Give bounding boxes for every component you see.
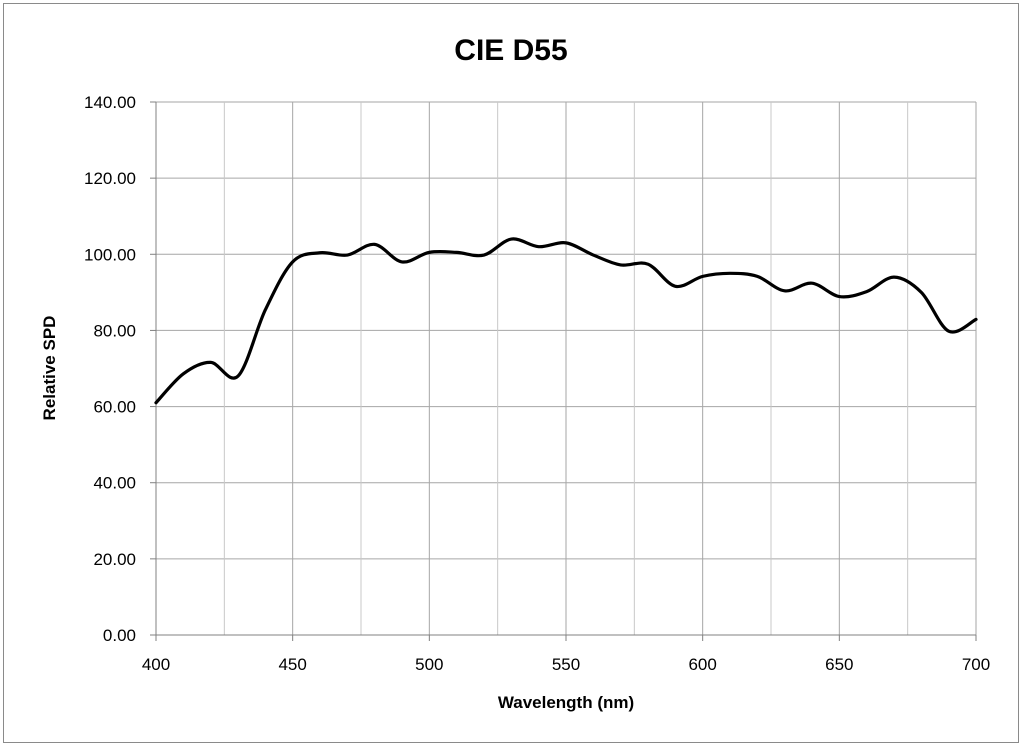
x-tick-label: 700: [962, 655, 990, 674]
tick-labels: 0.00 20.00 40.00 60.00 80.00 100.00 120.00 140.…: [84, 93, 990, 674]
y-tick-label: 80.00: [93, 321, 136, 340]
x-tick-label: 550: [552, 655, 580, 674]
series-line: [154, 237, 978, 405]
y-tick-label: 140.00: [84, 93, 136, 112]
x-tick-label: 650: [825, 655, 853, 674]
chart-frame: [3, 3, 1019, 743]
chart-title: CIE D55: [454, 34, 567, 67]
y-tick-label: 100.00: [84, 245, 136, 264]
y-tick-label: 0.00: [103, 626, 136, 645]
x-tick-label: 450: [278, 655, 306, 674]
gridlines: [155, 101, 977, 636]
x-tick-label: 500: [415, 655, 443, 674]
y-tick-label: 120.00: [84, 169, 136, 188]
y-axis-label: Relative SPD: [40, 316, 59, 421]
y-tick-label: 40.00: [93, 474, 136, 493]
x-tick-label: 600: [688, 655, 716, 674]
axes: [150, 101, 977, 641]
x-axis-label: Wavelength (nm): [498, 693, 634, 712]
y-tick-label: 60.00: [93, 398, 136, 417]
y-tick-label: 20.00: [93, 550, 136, 569]
x-tick-label: 400: [142, 655, 170, 674]
series-layer: [154, 237, 978, 405]
